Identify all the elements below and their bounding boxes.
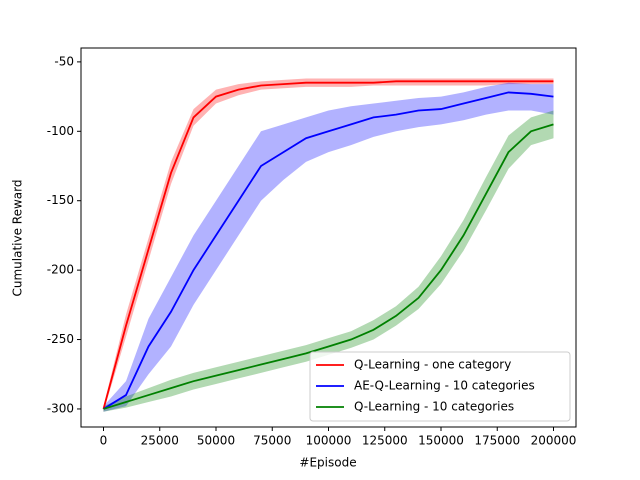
- legend-label: AE-Q-Learning - 10 categories: [354, 379, 535, 393]
- line: [102, 80, 554, 410]
- error-band: [103, 110, 554, 412]
- y-tick-label: -50: [54, 54, 74, 68]
- x-tick-label: 100000: [306, 434, 352, 448]
- x-tick-label: 50000: [197, 434, 235, 448]
- y-tick-label: -100: [47, 124, 74, 138]
- x-tick-label: 75000: [253, 434, 291, 448]
- x-tick-label: 200000: [531, 434, 577, 448]
- legend-box: [309, 351, 571, 422]
- x-tick-label: 150000: [418, 434, 464, 448]
- y-tick-label: -250: [47, 332, 74, 346]
- y-tick-label: -200: [47, 263, 74, 277]
- x-tick-label: 125000: [362, 434, 408, 448]
- legend: Q-Learning - one category AE-Q-Learning -…: [309, 351, 571, 422]
- y-tick-label: -300: [47, 401, 74, 415]
- plot-frame: [80, 47, 577, 428]
- legend-label: Q-Learning - one category: [354, 358, 511, 372]
- y-tick-label: -150: [47, 193, 74, 207]
- x-tick-label: 0: [100, 434, 108, 448]
- line: [103, 123, 554, 410]
- x-axis-label: #Episode: [299, 456, 356, 470]
- y-axis-label: Cumulative Reward: [11, 180, 25, 297]
- x-tick-label: 25000: [141, 434, 179, 448]
- x-tick-label: 175000: [474, 434, 520, 448]
- error-band: [103, 82, 554, 412]
- legend-label: Q-Learning - 10 categories: [354, 400, 514, 414]
- line: [103, 91, 554, 410]
